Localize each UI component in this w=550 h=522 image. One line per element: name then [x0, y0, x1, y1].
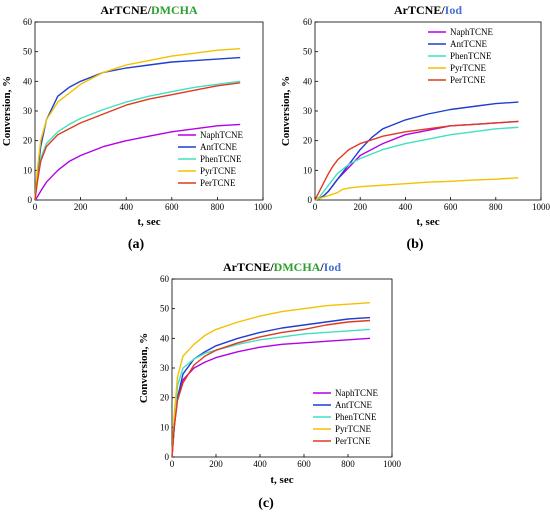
x-tick-label: 1000 — [532, 202, 550, 212]
title-part: Iod — [324, 260, 342, 274]
y-tick-label: 20 — [23, 136, 33, 146]
y-tick-label: 50 — [303, 47, 313, 57]
legend-label: PerTCNE — [200, 178, 236, 188]
x-tick-label: 1000 — [254, 202, 273, 212]
title-part: DMCHA — [151, 3, 198, 17]
y-tick-label: 10 — [303, 165, 313, 175]
x-tick-label: 800 — [341, 459, 355, 469]
series-line-pyrtcne — [34, 48, 241, 201]
y-axis-label: Conversion, % — [1, 76, 13, 146]
x-tick-label: 400 — [253, 459, 267, 469]
title-part: ArTCNE/ — [100, 3, 151, 17]
x-axis-label: t, sec — [137, 216, 160, 228]
legend-label: PhenTCNE — [450, 51, 492, 61]
x-tick-label: 600 — [165, 202, 179, 212]
series-line-phentcne — [34, 80, 241, 201]
y-tick-label: 40 — [160, 333, 170, 343]
x-tick-label: 200 — [74, 202, 88, 212]
chart-title: ArTCNE/Iod — [394, 3, 462, 17]
y-tick-label: 20 — [160, 393, 170, 403]
legend-label: PerTCNE — [335, 436, 371, 446]
legend-label: AntTCNE — [200, 142, 238, 152]
chart-panel-2: 0 200 400 600 800 1000 0 10 20 30 40 50 60 t, sec Conv… — [280, 3, 550, 252]
y-axis-label: Conversion, % — [138, 333, 150, 403]
x-tick-label: 0 — [313, 202, 318, 212]
y-tick-label: 40 — [303, 76, 313, 86]
x-tick-label: 600 — [444, 202, 458, 212]
x-tick-label: 0 — [33, 202, 38, 212]
y-tick-label: 30 — [303, 106, 313, 116]
chart-title: ArTCNE/DMCHA/Iod — [223, 260, 341, 274]
legend-label: PhenTCNE — [335, 412, 377, 422]
x-axis-label: t, sec — [270, 474, 293, 486]
x-tick-label: 600 — [297, 459, 311, 469]
legend-label: NaphTCNE — [450, 27, 493, 37]
x-tick-label: 400 — [119, 202, 133, 212]
legend-label: PhenTCNE — [200, 154, 242, 164]
chart-title: ArTCNE/DMCHA — [100, 3, 198, 17]
y-tick-label: 0 — [28, 195, 33, 205]
x-axis-label: t, sec — [416, 216, 439, 228]
series-line-anttcne — [171, 316, 371, 458]
y-tick-label: 40 — [23, 76, 33, 86]
series-line-pyrtcne — [171, 302, 371, 458]
panel-tag: (b) — [406, 237, 423, 252]
series-line-anttcne — [34, 56, 241, 201]
series-line-phentcne — [171, 328, 371, 458]
y-axis-label: Conversion, % — [280, 76, 292, 146]
series-line-pertcne — [34, 82, 241, 201]
x-tick-label: 200 — [353, 202, 367, 212]
panel-tag: (c) — [258, 496, 274, 511]
y-tick-label: 50 — [160, 304, 170, 314]
title-part: / — [319, 260, 324, 274]
legend-label: AntTCNE — [335, 400, 373, 410]
legend-label: NaphTCNE — [335, 388, 378, 398]
title-part: ArTCNE/ — [223, 260, 274, 274]
y-tick-label: 0 — [308, 195, 313, 205]
series-line-phentcne — [314, 126, 519, 201]
legend-label: PyrTCNE — [200, 166, 237, 176]
legend-label: PyrTCNE — [335, 424, 372, 434]
series-line-naphtcne — [34, 123, 241, 201]
title-part: Iod — [445, 3, 463, 17]
y-tick-label: 50 — [23, 47, 33, 57]
plot-frame — [314, 21, 542, 201]
legend-label: PyrTCNE — [450, 63, 487, 73]
y-tick-label: 10 — [160, 422, 170, 432]
legend-label: PerTCNE — [450, 75, 486, 85]
y-tick-label: 10 — [23, 165, 33, 175]
chart-panel-1: 0 200 400 600 800 1000 0 10 20 30 40 50 60 t, sec Conv… — [1, 3, 273, 252]
x-tick-label: 1000 — [383, 459, 402, 469]
legend-label: NaphTCNE — [200, 130, 243, 140]
y-tick-label: 30 — [23, 106, 33, 116]
y-tick-label: 60 — [303, 17, 313, 27]
title-part: ArTCNE/ — [394, 3, 445, 17]
y-tick-label: 0 — [165, 452, 170, 462]
y-tick-label: 60 — [23, 17, 33, 27]
chart-panel-3: 0 200 400 600 800 1000 0 10 20 30 40 50 60 t, sec Conv… — [138, 260, 402, 511]
x-tick-label: 800 — [489, 202, 503, 212]
y-tick-label: 20 — [303, 136, 313, 146]
legend-label: AntTCNE — [450, 39, 488, 49]
y-tick-label: 60 — [160, 274, 170, 284]
series-line-pertcne — [314, 120, 519, 201]
title-part: DMCHA — [274, 260, 321, 274]
x-tick-label: 400 — [399, 202, 413, 212]
series-line-pyrtcne — [314, 177, 519, 201]
y-tick-label: 30 — [160, 363, 170, 373]
panel-tag: (a) — [128, 237, 145, 252]
x-tick-label: 800 — [211, 202, 225, 212]
x-tick-label: 200 — [209, 459, 223, 469]
x-tick-label: 0 — [170, 459, 175, 469]
series-line-pertcne — [171, 319, 371, 458]
series-line-anttcne — [314, 101, 519, 201]
